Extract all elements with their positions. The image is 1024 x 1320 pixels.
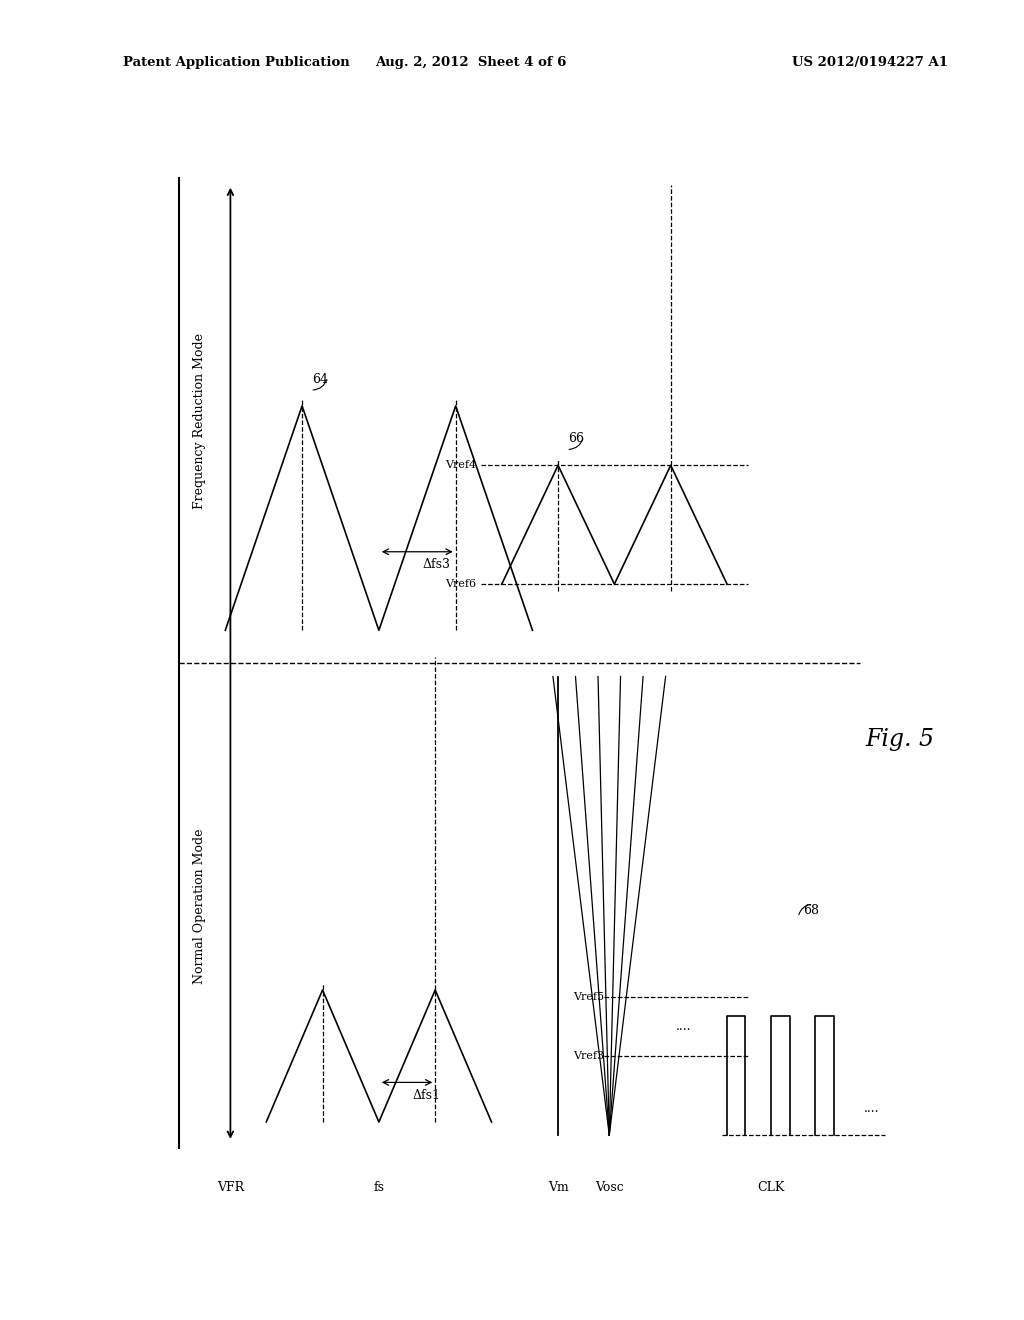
Text: CLK: CLK bbox=[758, 1181, 784, 1195]
Text: Frequency Reduction Mode: Frequency Reduction Mode bbox=[194, 333, 206, 508]
Text: Vm: Vm bbox=[548, 1181, 568, 1195]
Text: fs: fs bbox=[374, 1181, 384, 1195]
Text: Vref5: Vref5 bbox=[573, 991, 604, 1002]
Text: Vref6: Vref6 bbox=[445, 579, 476, 589]
Text: 64: 64 bbox=[312, 374, 329, 385]
Text: 66: 66 bbox=[568, 433, 585, 446]
Text: Patent Application Publication: Patent Application Publication bbox=[123, 55, 349, 69]
Text: Δfs3: Δfs3 bbox=[422, 558, 451, 572]
Text: Vref3: Vref3 bbox=[573, 1051, 604, 1061]
Text: Aug. 2, 2012  Sheet 4 of 6: Aug. 2, 2012 Sheet 4 of 6 bbox=[376, 55, 566, 69]
Text: Fig. 5: Fig. 5 bbox=[865, 727, 934, 751]
Text: Normal Operation Mode: Normal Operation Mode bbox=[194, 828, 206, 983]
Text: Vosc: Vosc bbox=[595, 1181, 624, 1195]
Text: ....: .... bbox=[864, 1102, 880, 1115]
Text: ....: .... bbox=[676, 1020, 691, 1032]
Text: US 2012/0194227 A1: US 2012/0194227 A1 bbox=[793, 55, 948, 69]
Text: VFR: VFR bbox=[217, 1181, 244, 1195]
Text: Vref4: Vref4 bbox=[445, 461, 476, 470]
Text: Δfs1: Δfs1 bbox=[412, 1089, 440, 1102]
Text: 68: 68 bbox=[803, 904, 819, 917]
